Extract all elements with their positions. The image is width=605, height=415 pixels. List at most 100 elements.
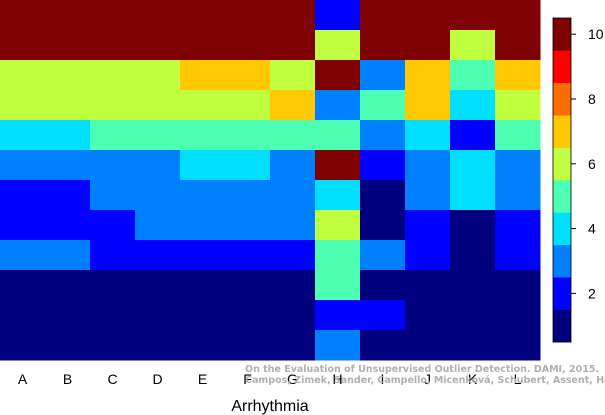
x-tick-label: E — [198, 371, 207, 387]
heatmap-cell — [270, 30, 316, 61]
heatmap-cell — [270, 300, 316, 331]
heatmap-cell — [225, 90, 271, 121]
heatmap-cell — [405, 180, 451, 211]
heatmap-cell — [225, 180, 271, 211]
colorbar-segment — [553, 147, 571, 181]
heatmap-cell — [360, 0, 406, 31]
heatmap-cell — [315, 180, 361, 211]
heatmap-cell — [135, 270, 181, 301]
heatmap-cell — [450, 300, 496, 331]
colorbar-tick-label: 8 — [588, 91, 596, 107]
heatmap-cell — [0, 270, 46, 301]
x-axis-label: Arrhythmia — [231, 398, 308, 415]
x-axis-ticks: A B C D E F G H I J K L — [18, 371, 522, 387]
heatmap-cell — [495, 90, 541, 121]
heatmap-cell — [0, 210, 46, 241]
heatmap-cell — [0, 240, 46, 271]
heatmap-cell — [360, 150, 406, 181]
colorbar-segment — [553, 115, 571, 148]
x-tick-label: G — [287, 371, 298, 387]
colorbar-segment — [553, 180, 571, 213]
heatmap-cell — [450, 120, 496, 151]
colorbar-tick-label: 2 — [588, 285, 596, 301]
heatmap-cell — [495, 330, 541, 361]
x-tick-label: H — [332, 371, 342, 387]
heatmap-cell — [0, 60, 46, 91]
heatmap-cell — [45, 180, 91, 211]
heatmap-cell — [270, 120, 316, 151]
heatmap-cell — [360, 90, 406, 121]
heatmap-cell — [495, 300, 541, 331]
heatmap-cell — [405, 210, 451, 241]
heatmap-cell — [450, 270, 496, 301]
heatmap-cell — [225, 300, 271, 331]
heatmap-cell — [450, 240, 496, 271]
colorbar-segment — [553, 277, 571, 310]
heatmap-cell — [180, 0, 226, 31]
heatmap-cell — [270, 0, 316, 31]
heatmap-cell — [180, 60, 226, 91]
heatmap-cell — [405, 240, 451, 271]
heatmap-cell — [180, 330, 226, 361]
heatmap-cell — [270, 180, 316, 211]
heatmap-cell — [405, 120, 451, 151]
heatmap-cell — [45, 300, 91, 331]
heatmap-cell — [405, 60, 451, 91]
heatmap-cell — [495, 120, 541, 151]
heatmap-cell — [135, 0, 181, 31]
heatmap-cell — [45, 60, 91, 91]
heatmap-cell — [450, 30, 496, 61]
heatmap-cell — [90, 150, 136, 181]
heatmap-cell — [45, 0, 91, 31]
heatmap-cell — [315, 120, 361, 151]
heatmap-cell — [360, 240, 406, 271]
heatmap-cell — [360, 120, 406, 151]
heatmap-cell — [90, 330, 136, 361]
heatmap-cell — [0, 90, 46, 121]
heatmap-cell — [495, 0, 541, 31]
heatmap-cell — [135, 330, 181, 361]
x-tick-label: L — [514, 371, 522, 387]
heatmap-cell — [450, 330, 496, 361]
heatmap-cell — [0, 150, 46, 181]
heatmap-cell — [405, 0, 451, 31]
heatmap-cell — [0, 330, 46, 361]
heatmap-cell — [135, 180, 181, 211]
heatmap-cell — [135, 300, 181, 331]
x-tick-label: C — [107, 371, 117, 387]
heatmap-cell — [180, 270, 226, 301]
heatmap-cell — [135, 60, 181, 91]
heatmap-cell — [450, 150, 496, 181]
heatmap-cell — [270, 330, 316, 361]
colorbar-segment — [553, 212, 571, 246]
heatmap-cell — [45, 270, 91, 301]
x-tick-label: I — [381, 371, 385, 387]
heatmap-cell — [495, 210, 541, 241]
heatmap-cell — [180, 30, 226, 61]
heatmap-cell — [45, 150, 91, 181]
colorbar-tick-label: 6 — [588, 156, 596, 172]
x-tick-label: D — [152, 371, 162, 387]
heatmap-cell — [315, 210, 361, 241]
heatmap-cell — [450, 210, 496, 241]
heatmap-cell — [135, 240, 181, 271]
heatmap-cell — [45, 30, 91, 61]
heatmap-cell — [180, 150, 226, 181]
heatmap-cell — [315, 30, 361, 61]
heatmap-cell — [45, 240, 91, 271]
heatmap-cell — [180, 120, 226, 151]
heatmap-cell — [450, 60, 496, 91]
heatmap-cell — [270, 270, 316, 301]
heatmap-cell — [90, 240, 136, 271]
heatmap-cell — [180, 240, 226, 271]
heatmap-cell — [135, 30, 181, 61]
heatmap-cell — [270, 90, 316, 121]
heatmap-cell — [45, 210, 91, 241]
colorbar-segment — [553, 82, 571, 116]
heatmap-cell — [405, 90, 451, 121]
heatmap-cell — [270, 240, 316, 271]
heatmap-cell — [0, 180, 46, 211]
heatmap-cell — [360, 210, 406, 241]
heatmap-cell — [495, 30, 541, 61]
